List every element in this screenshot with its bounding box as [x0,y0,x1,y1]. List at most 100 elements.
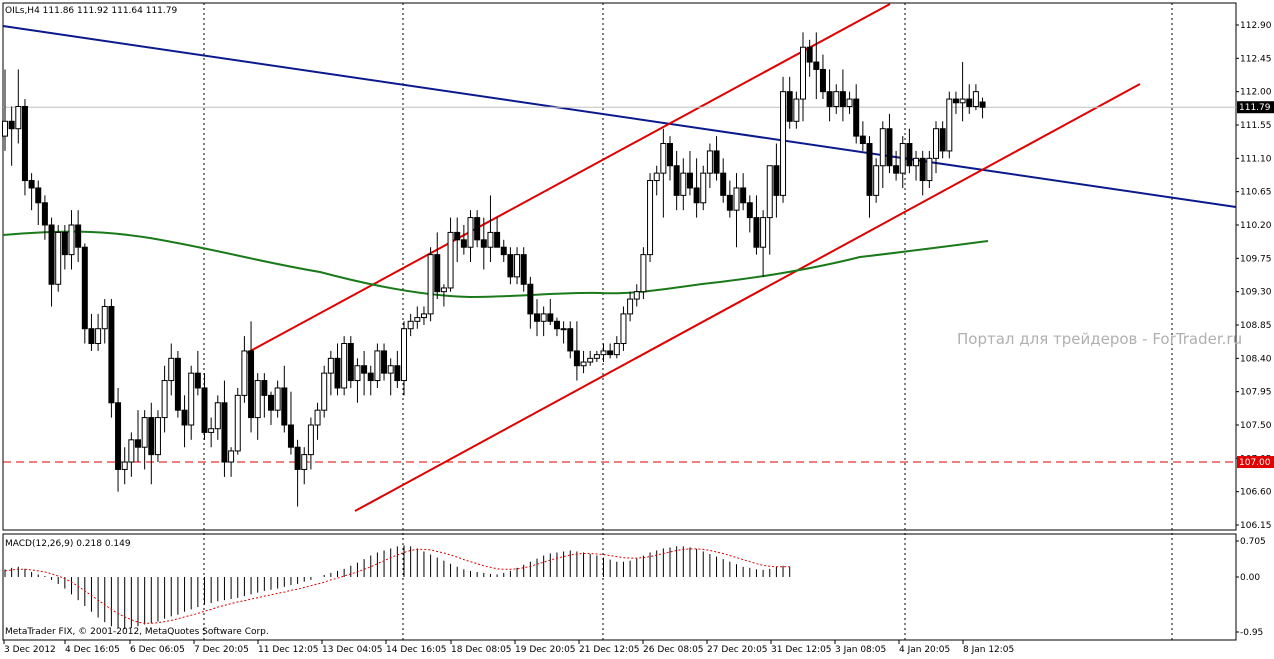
bear-candle-body [181,409,188,426]
candle [15,69,22,144]
axes-layer: 112.90 112.45 112.00 111.55 111.10 110.65 110.… [3,21,1274,655]
candle [214,395,221,440]
bear-candle-body [474,217,481,241]
bull-candle-body [640,254,647,293]
bull-candle-body [274,387,281,411]
candle [899,136,906,188]
candle [766,165,773,255]
macd-plot-frame [2,533,1237,641]
bull-candle-body [307,424,314,456]
bull-candle-body [447,231,454,289]
bear-candle-body [673,165,680,196]
macd-tick-label: -0.95 [1240,628,1263,638]
candle [740,173,747,211]
macd-layer [4,545,791,630]
candle [374,343,381,388]
candle [607,343,614,359]
candle [534,299,540,337]
price-tick-label: 108.85 [1240,321,1272,331]
bull-candle-body [972,91,979,107]
copyright-text: MetaTrader FIX, © 2001-2012, MetaQuotes … [5,627,269,637]
time-tick-label: 4 Jan 20:05 [899,645,950,655]
price-tick-label: 112.90 [1240,21,1272,31]
bull-candle-body [440,287,447,293]
bull-candle-body [407,320,414,330]
level-price-label: 107.00 [1239,458,1271,468]
candle [527,276,534,329]
bull-candle-body [387,365,394,374]
time-tick-label: 3 Dec 2012 [4,645,56,655]
candle [553,317,560,337]
time-tick-label: 11 Dec 12:05 [258,645,319,655]
candle [540,306,547,337]
symbol-info: OILs,H4 111.86 111.92 111.64 111.79 [5,6,177,16]
candle [314,402,321,440]
bear-candle-body [819,68,826,93]
bull-candle-body [420,313,427,319]
bull-candle-body [560,328,567,331]
bear-candle-body [361,365,368,374]
candle [514,247,521,285]
candle [474,210,481,248]
candle [480,217,487,270]
current-price-label: 111.79 [1239,103,1271,113]
candle [394,350,401,388]
bull-candle-body [633,291,640,300]
bull-candle-body [766,165,773,219]
bear-candle-body [979,101,986,108]
candle [407,313,414,337]
bull-candle-body [487,231,494,248]
price-tick-label: 110.65 [1240,188,1272,198]
candle [241,336,248,403]
bear-candle-body [381,350,388,374]
bull-candle-body [780,91,787,196]
bear-candle-body [893,165,900,174]
candle [873,158,880,203]
bear-candle-body [8,120,15,130]
bull-candle-body [913,157,920,167]
candle [786,76,793,129]
bear-candle-body [507,254,514,278]
bull-candle-body [228,450,235,463]
price-tick-label: 110.20 [1240,221,1272,231]
bear-candle-body [494,231,501,248]
candle [8,106,15,166]
bear-candle-body [806,46,813,63]
time-tick-label: 26 Dec 08:05 [643,645,704,655]
bear-candle-body [966,98,973,107]
candle [893,150,900,181]
bear-candle-body [248,350,255,419]
candle [839,69,846,122]
candle [208,417,215,448]
bear-candle-body [567,328,574,352]
price-tick-label: 111.10 [1240,154,1272,164]
candle [573,321,580,381]
candle [334,343,341,396]
candle [414,306,421,329]
bull-candle-body [846,98,853,107]
bull-candle-body [374,350,381,382]
bear-candle-body [61,231,68,256]
bull-candle-body [899,143,906,174]
candle [547,299,554,325]
bull-candle-body [647,180,654,256]
candle [700,165,707,211]
candle [367,365,374,396]
bull-candle-body [873,165,880,196]
time-tick-label: 7 Dec 20:05 [194,645,249,655]
price-tick-label: 111.55 [1240,121,1272,131]
bear-candle-body [527,283,534,315]
bull-candle-body [580,361,587,367]
bear-candle-body [693,187,700,204]
bear-candle-body [866,143,873,196]
bear-candle-body [667,143,673,167]
candle [853,84,860,144]
candle [381,343,388,381]
bull-candle-body [128,439,135,463]
macd-signal-line [4,548,790,624]
candle [806,39,813,77]
bull-candle-body [620,313,627,345]
candle [833,84,840,114]
